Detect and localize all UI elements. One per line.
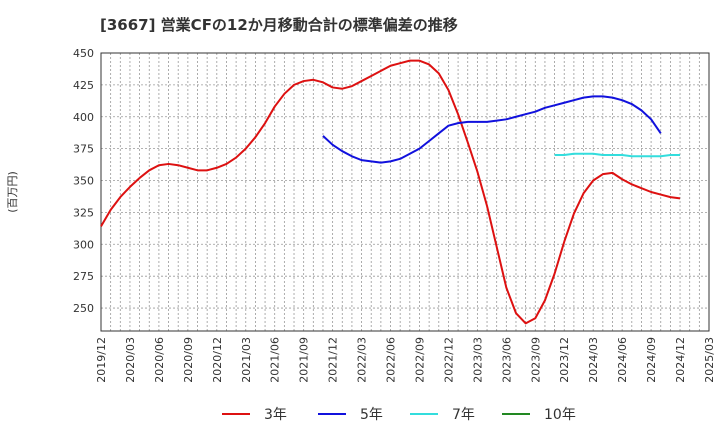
- x-tick-label: 2023/03: [471, 337, 484, 383]
- x-tick-label: 2020/03: [124, 337, 137, 383]
- y-tick-label: 400: [73, 111, 94, 124]
- y-axis-label: (百万円): [6, 171, 19, 213]
- x-tick-label: 2021/09: [298, 337, 311, 383]
- x-tick-label: 2022/03: [356, 337, 369, 383]
- series-line-1: [100, 59, 681, 325]
- x-tick-label: 2024/03: [587, 337, 600, 383]
- x-tick-label: 2020/09: [182, 337, 195, 383]
- chart-title: [3667] 営業CFの12か月移動合計の標準偏差の推移: [100, 16, 458, 34]
- x-tick-label: 2022/12: [442, 337, 455, 383]
- x-tick-label: 2023/06: [500, 337, 513, 383]
- x-tick-label: 2022/09: [413, 337, 426, 383]
- y-tick-label: 350: [73, 175, 94, 188]
- legend-label-3: 7年: [452, 407, 475, 423]
- x-tick-label: 2019/12: [95, 337, 108, 383]
- y-tick-label: 275: [73, 270, 94, 283]
- legend-label-1: 3年: [264, 407, 287, 423]
- x-tick-label: 2021/12: [327, 337, 340, 383]
- y-tick-label: 375: [73, 143, 94, 156]
- y-tick-label: 425: [73, 79, 94, 92]
- y-tick-label: 325: [73, 206, 94, 219]
- x-tick-label: 2021/06: [269, 337, 282, 383]
- legend-label-4: 10年: [544, 407, 576, 423]
- x-tick-label: 2021/03: [240, 337, 253, 383]
- y-tick-label: 450: [73, 47, 94, 60]
- x-tick-label: 2020/12: [211, 337, 224, 383]
- series-line-3: [554, 152, 681, 158]
- x-tick-label: 2023/12: [558, 337, 571, 383]
- legend-label-2: 5年: [360, 407, 383, 423]
- x-tick-label: 2024/06: [616, 337, 629, 383]
- series-line-2: [322, 95, 662, 164]
- x-tick-label: 2023/09: [529, 337, 542, 383]
- plot-border: [100, 52, 710, 332]
- plot-area: [101, 53, 709, 331]
- x-tick-label: 2022/06: [385, 337, 398, 383]
- x-tick-label: 2020/06: [153, 337, 166, 383]
- y-tick-label: 300: [73, 238, 94, 251]
- x-tick-label: 2024/09: [645, 337, 658, 383]
- y-tick-label: 250: [73, 302, 94, 315]
- x-tick-label: 2024/12: [674, 337, 687, 383]
- x-tick-label: 2025/03: [703, 337, 716, 383]
